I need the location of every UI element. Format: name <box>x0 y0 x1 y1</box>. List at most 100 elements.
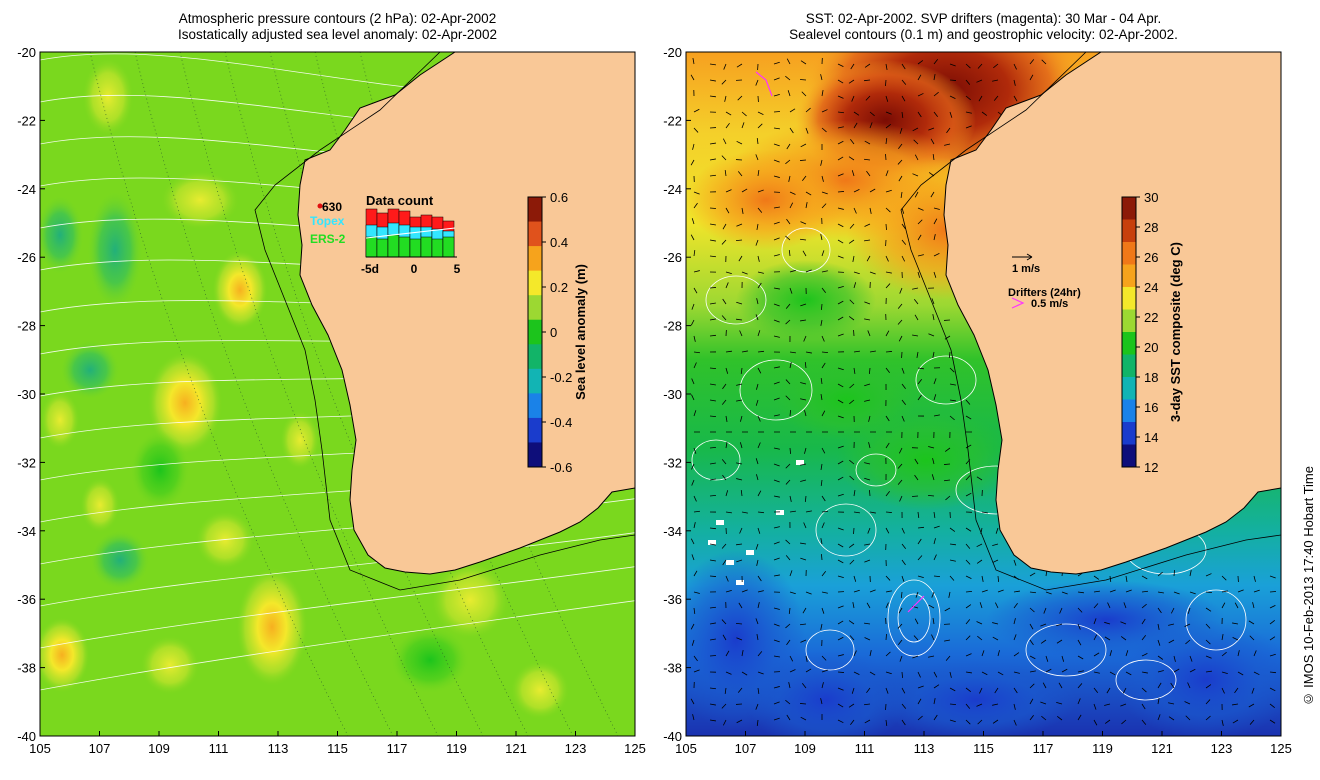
x-tick-label: 115 <box>973 741 994 756</box>
y-tick-label: -26 <box>663 250 682 265</box>
x-tick-label: 115 <box>327 741 348 756</box>
y-tick-label: -20 <box>663 45 682 60</box>
y-tick-label: -40 <box>663 729 682 744</box>
velocity-scale-label: 1 m/s <box>1012 263 1040 275</box>
x-tick-label: 105 <box>675 741 697 756</box>
colorbar-segment <box>528 270 542 296</box>
colorbar-tick-label: -0.6 <box>550 460 572 475</box>
colorbar-tick-label: 20 <box>1144 340 1158 355</box>
data-count-inset: Data count 630 Topex ERS-2 -5d 0 5 <box>310 193 461 276</box>
colorbar-tick-label: -0.4 <box>550 415 572 430</box>
colorbar-segment <box>1122 242 1136 265</box>
right-panel-title: SST: 02-Apr-2002. SVP drifters (magenta)… <box>686 11 1281 43</box>
y-tick-label: -40 <box>17 729 36 744</box>
y-tick-label: -38 <box>663 661 682 676</box>
y-tick-label: -38 <box>17 661 36 676</box>
sst-colorbar-label: 3-day SST composite (deg C) <box>1168 242 1183 422</box>
x-tick-label: 107 <box>735 741 757 756</box>
x-tick-label: 117 <box>387 741 408 756</box>
x-tick-label: 121 <box>505 741 527 756</box>
colorbar-segment <box>1122 197 1136 220</box>
australia-land <box>298 52 635 574</box>
inset-title: Data count <box>366 193 434 208</box>
legend-topex: Topex <box>310 214 345 228</box>
colorbar-segment <box>1122 287 1136 310</box>
y-tick-label: -34 <box>663 524 682 539</box>
y-tick-label: -28 <box>663 319 682 334</box>
x-tick-label: 121 <box>1151 741 1173 756</box>
colorbar-segment <box>528 344 542 370</box>
left-y-axis: -20 -22 -24 -26 -28 -30 -32 -34 -36 -38 -40 <box>17 45 45 744</box>
count-label: 630 <box>322 200 342 214</box>
colorbar-tick-label: 0.6 <box>550 190 568 205</box>
sea-level-colorbar: 0.6 0.4 0.2 0 -0.2 -0.4 -0.6 Sea level anomaly… <box>527 190 588 475</box>
y-tick-label: -32 <box>663 455 682 470</box>
right-map-area <box>686 52 1281 736</box>
x-tick-label: 117 <box>1033 741 1054 756</box>
inset-tick-end: 5 <box>454 262 461 276</box>
sea-level-anomaly-map: 105 107 109 111 113 115 117 119 121 123 125 -20 -22… <box>17 45 646 756</box>
left-title-line2: Isostatically adjusted sea level anomaly… <box>178 27 497 42</box>
inset-tick-start: -5d <box>361 262 379 276</box>
colorbar-segment <box>1122 422 1136 445</box>
x-tick-label: 119 <box>1092 741 1113 756</box>
x-tick-label: 119 <box>446 741 467 756</box>
right-title-line2: Sealevel contours (0.1 m) and geostrophi… <box>789 27 1178 42</box>
y-tick-label: -20 <box>17 45 36 60</box>
y-tick-label: -26 <box>17 250 36 265</box>
y-tick-label: -22 <box>663 113 682 128</box>
colorbar-segment <box>528 197 542 223</box>
australia-land <box>944 52 1281 574</box>
colorbar-segment <box>528 221 542 247</box>
y-tick-label: -30 <box>17 387 36 402</box>
colorbar-segment <box>528 319 542 345</box>
shelf-isobath <box>900 52 1281 591</box>
y-tick-label: -30 <box>663 387 682 402</box>
shelf-isobath <box>254 52 635 591</box>
colorbar-tick-label: 30 <box>1144 190 1158 205</box>
x-tick-label: 107 <box>89 741 111 756</box>
inset-bars <box>365 208 456 258</box>
x-tick-label: 123 <box>565 741 587 756</box>
colorbar-segment <box>528 246 542 272</box>
legend-ers2: ERS-2 <box>310 232 346 246</box>
y-tick-label: -36 <box>17 592 36 607</box>
colorbar-tick-label: 12 <box>1144 460 1158 475</box>
x-tick-label: 105 <box>29 741 51 756</box>
colorbar-tick-label: 0.2 <box>550 280 568 295</box>
right-x-axis: 105 107 109 111 113 115 117 119 121 123 125 <box>675 731 1292 756</box>
colorbar-segment <box>1122 219 1136 243</box>
left-title-line1: Atmospheric pressure contours (2 hPa): 0… <box>178 11 497 26</box>
colorbar-tick-label: -0.2 <box>550 370 572 385</box>
colorbar-tick-label: 18 <box>1144 370 1158 385</box>
drifter-scale-icon <box>1011 297 1025 309</box>
y-tick-label: -22 <box>17 113 36 128</box>
sst-colorbar: 30 28 26 24 22 20 18 16 14 12 3-day SST composite… <box>1121 190 1183 475</box>
colorbar-segment <box>1122 377 1136 400</box>
colorbar-tick-label: 0.4 <box>550 235 568 250</box>
drifter-scale-label: 0.5 m/s <box>1031 298 1068 310</box>
x-tick-label: 125 <box>1270 741 1292 756</box>
sea-level-colorbar-label: Sea level anomaly (m) <box>573 264 588 400</box>
x-tick-label: 109 <box>794 741 816 756</box>
colorbar-tick-label: 26 <box>1144 250 1158 265</box>
coastline <box>297 52 635 575</box>
station-dot <box>317 203 323 209</box>
colorbar-tick-label: 24 <box>1144 280 1158 295</box>
colorbar-segment <box>528 417 542 443</box>
left-panel-title: Atmospheric pressure contours (2 hPa): 0… <box>40 11 635 43</box>
right-title-line1: SST: 02-Apr-2002. SVP drifters (magenta)… <box>805 11 1162 26</box>
colorbar-tick-label: 16 <box>1144 400 1158 415</box>
velocity-legend: 1 m/s Drifters (24hr) 0.5 m/s <box>1008 253 1081 310</box>
colorbar-tick-label: 22 <box>1144 310 1158 325</box>
colorbar-segment <box>1122 332 1136 355</box>
colorbar-tick-label: 28 <box>1144 220 1158 235</box>
y-tick-label: -34 <box>17 524 36 539</box>
y-tick-label: -36 <box>663 592 682 607</box>
colorbar-tick-label: 14 <box>1144 430 1158 445</box>
credit-text: © IMOS 10-Feb-2013 17:40 Hobart Time <box>1301 466 1316 707</box>
coastline <box>943 52 1281 575</box>
x-tick-label: 113 <box>914 741 935 756</box>
right-y-axis: -20 -22 -24 -26 -28 -30 -32 -34 -36 -38 -40 <box>663 45 691 744</box>
x-tick-label: 125 <box>624 741 646 756</box>
